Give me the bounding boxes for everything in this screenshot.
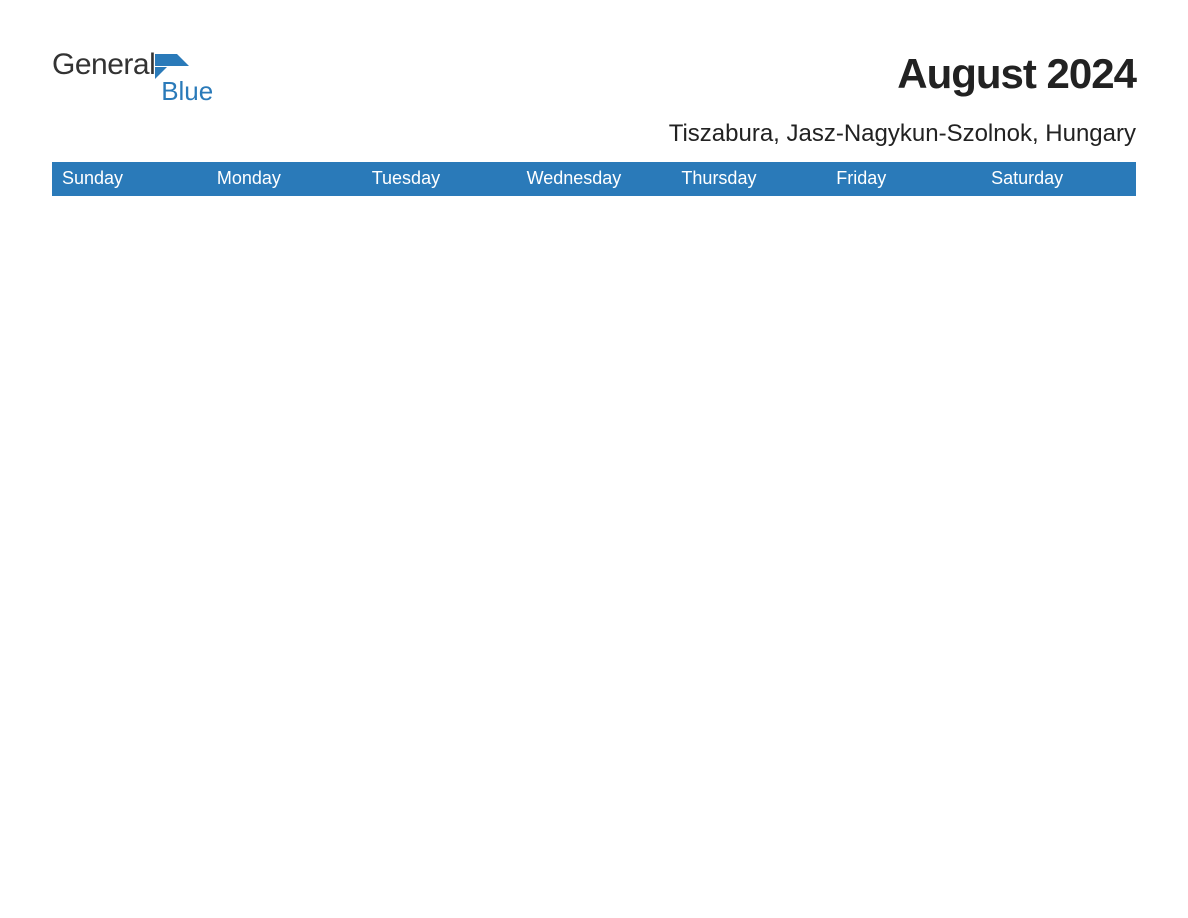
brand-text: General Blue [52, 50, 155, 104]
header: General Blue August 2024 Tiszabura, Jasz… [52, 50, 1136, 148]
weekday-header: Sunday [52, 162, 207, 196]
month-title: August 2024 [669, 50, 1136, 98]
weekday-header: Tuesday [362, 162, 517, 196]
weekday-header: Friday [826, 162, 981, 196]
weekday-header: Thursday [671, 162, 826, 196]
weekday-header: Monday [207, 162, 362, 196]
brand-logo: General Blue [52, 50, 189, 104]
weekday-header-row: SundayMondayTuesdayWednesdayThursdayFrid… [52, 162, 1136, 196]
weekday-header: Wednesday [517, 162, 672, 196]
location: Tiszabura, Jasz-Nagykun-Szolnok, Hungary [669, 120, 1136, 148]
weekday-header: Saturday [981, 162, 1136, 196]
brand-general: General [52, 50, 155, 80]
brand-blue: Blue [161, 78, 213, 104]
title-block: August 2024 Tiszabura, Jasz-Nagykun-Szol… [669, 50, 1136, 148]
brand-flag-icon [155, 54, 189, 80]
calendar: SundayMondayTuesdayWednesdayThursdayFrid… [52, 162, 1136, 196]
